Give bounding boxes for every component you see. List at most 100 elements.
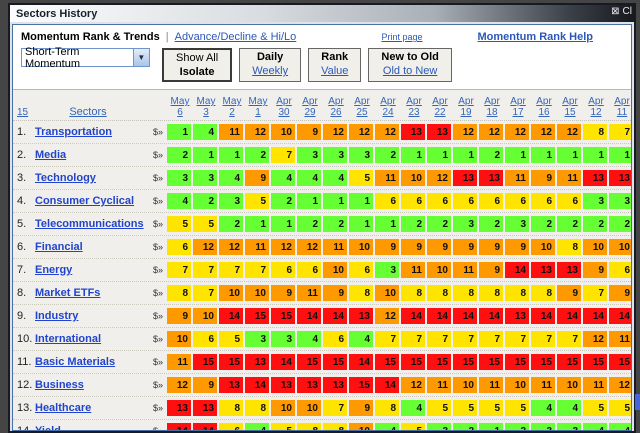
chart-link[interactable]: $» [141,357,167,367]
rank-cell: 14 [557,308,581,324]
date-month-link[interactable]: Apr [271,96,297,107]
sector-link[interactable]: Industry [35,310,78,322]
date-day-link[interactable]: 29 [297,107,323,118]
chart-link[interactable]: $» [141,426,167,430]
sector-link[interactable]: Technology [35,172,96,184]
sector-link[interactable]: International [35,333,101,345]
print-page-link[interactable]: Print page [381,32,422,42]
toggle-option-secondary[interactable]: Old to New [381,64,438,78]
rank-cell: 10 [401,170,425,186]
chart-link[interactable]: $» [141,265,167,275]
date-day-link[interactable]: 1 [245,107,271,118]
sector-link[interactable]: Transportation [35,126,112,138]
date-day-link[interactable]: 25 [349,107,375,118]
sector-link[interactable]: Basic Materials [35,356,115,368]
date-day-link[interactable]: 6 [167,107,193,118]
sector-link[interactable]: Energy [35,264,72,276]
date-day-link[interactable]: 22 [427,107,453,118]
chart-link[interactable]: $» [141,127,167,137]
chart-link[interactable]: $» [141,196,167,206]
tab-advance-decline[interactable]: Advance/Decline & Hi/Lo [175,31,297,43]
date-month-link[interactable]: May [167,96,193,107]
rank-cell: 1 [557,147,581,163]
rank-cell: 5 [609,400,631,416]
date-day-link[interactable]: 26 [323,107,349,118]
date-month-link[interactable]: Apr [401,96,427,107]
date-day-link[interactable]: 24 [375,107,401,118]
chart-link[interactable]: $» [141,219,167,229]
date-day-link[interactable]: 17 [505,107,531,118]
chevron-down-icon[interactable]: ▼ [133,49,149,66]
sector-name-cell: Transportation [35,126,141,138]
date-month-link[interactable]: Apr [349,96,375,107]
chart-link[interactable]: $» [141,242,167,252]
date-month-link[interactable]: Apr [583,96,609,107]
date-month-link[interactable]: May [245,96,271,107]
date-month-link[interactable]: Apr [479,96,505,107]
date-month-link[interactable]: Apr [505,96,531,107]
rank-cell: 15 [219,354,243,370]
date-day-link[interactable]: 15 [557,107,583,118]
date-day-link[interactable]: 19 [453,107,479,118]
rank-cell: 3 [193,170,217,186]
sector-link[interactable]: Media [35,149,66,161]
rank-cell: 9 [583,262,607,278]
chart-link[interactable]: $» [141,334,167,344]
sector-link[interactable]: Consumer Cyclical [35,195,134,207]
sector-link[interactable]: Financial [35,241,83,253]
date-month-link[interactable]: Apr [557,96,583,107]
chart-link[interactable]: $» [141,403,167,413]
date-month-link[interactable]: May [193,96,219,107]
date-day-link[interactable]: 12 [583,107,609,118]
date-day-link[interactable]: 3 [193,107,219,118]
rank-cell: 15 [349,377,373,393]
momentum-rank-help-link[interactable]: Momentum Rank Help [477,31,593,43]
date-month-link[interactable]: Apr [531,96,557,107]
rank-cell: 8 [167,285,191,301]
sector-link[interactable]: Telecommunications [35,218,144,230]
date-day-link[interactable]: 2 [219,107,245,118]
row-number: 6. [13,241,35,253]
date-day-link[interactable]: 11 [609,107,631,118]
date-day-link[interactable]: 18 [479,107,505,118]
date-month-link[interactable]: Apr [297,96,323,107]
close-icon[interactable]: ⊠ [611,6,619,17]
date-month-link[interactable]: Apr [427,96,453,107]
close-button[interactable]: ⊠ Cl [611,6,632,17]
date-month-link[interactable]: Apr [453,96,479,107]
date-month-link[interactable]: Apr [375,96,401,107]
close-label[interactable]: Cl [623,6,632,17]
sectors-header-link[interactable]: Sectors [69,106,106,118]
rank-cell: 3 [271,331,295,347]
date-month-link[interactable]: Apr [609,96,631,107]
rank-cell: 6 [193,331,217,347]
sector-link[interactable]: Business [35,379,84,391]
chart-link[interactable]: $» [141,173,167,183]
momentum-type-select[interactable]: Short-Term Momentum ▼ [21,48,150,67]
toggle-option-secondary[interactable]: Weekly [252,64,288,78]
sector-link[interactable]: Market ETFs [35,287,100,299]
date-month-link[interactable]: May [219,96,245,107]
row-count-link[interactable]: 15 [17,107,28,118]
sector-link[interactable]: Healthcare [35,402,91,414]
rank-cell: 6 [297,262,321,278]
date-day-link[interactable]: 23 [401,107,427,118]
chart-link[interactable]: $» [141,380,167,390]
date-day-link[interactable]: 30 [271,107,297,118]
toggle-option-secondary[interactable]: Value [321,64,348,78]
chart-link[interactable]: $» [141,150,167,160]
date-day-link[interactable]: 16 [531,107,557,118]
sector-link[interactable]: Yield [35,425,61,430]
date-month-link[interactable]: Apr [323,96,349,107]
chart-link[interactable]: $» [141,288,167,298]
rank-cell: 2 [557,216,581,232]
chart-link[interactable]: $» [141,311,167,321]
